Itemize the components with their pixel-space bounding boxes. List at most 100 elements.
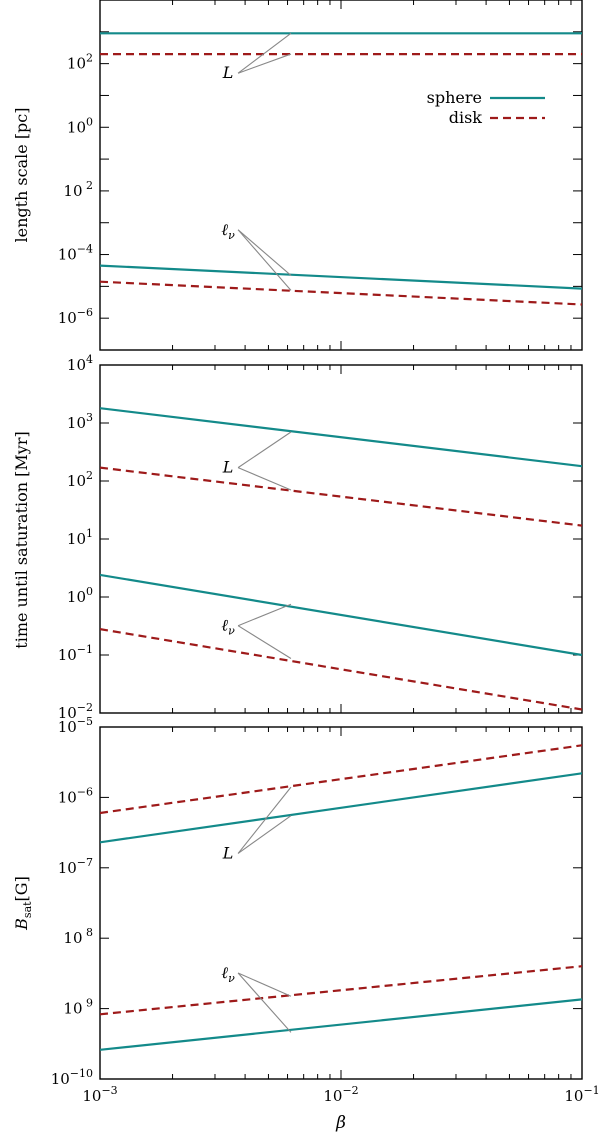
ytick-label-middle: 103	[67, 411, 93, 432]
ytick-label-bottom-exp: −6	[77, 785, 93, 798]
annotation-L-top: L	[222, 63, 234, 82]
ytick-label-middle-base: 10	[58, 646, 77, 664]
xtick-label-bottom: 10−2	[323, 1084, 358, 1105]
ylabel-middle: time until saturation [Myr]	[12, 431, 31, 648]
annotation-pointer-top	[237, 53, 292, 74]
series-disk-line-middle	[100, 466, 582, 527]
ytick-label-middle: 10−1	[58, 643, 93, 664]
ytick-label-top: 10−6	[58, 306, 93, 327]
ytick-label-top-base: 10	[67, 118, 86, 136]
panel-bottom-frame	[99, 726, 583, 1080]
ytick-label-top-exp: −6	[77, 306, 93, 319]
ylabel-top: length scale [pc]	[12, 107, 31, 242]
annotation-main: ℓ	[221, 616, 228, 635]
ytick-label-middle: 104	[67, 353, 93, 374]
ytick-label-bottom: 10−7	[58, 856, 93, 877]
ytick-label-middle-exp: −2	[77, 701, 93, 714]
ytick-label-middle-base: 10	[67, 530, 86, 548]
annotation-pointer-bottom	[237, 972, 292, 997]
ytick-label-middle: 101	[67, 527, 93, 548]
ytick-label-middle: 102	[67, 469, 93, 490]
series-disk-line-middle	[100, 628, 582, 711]
annotation-pointer-top	[237, 32, 292, 74]
series-disk-line-bottom	[100, 965, 582, 1016]
ytick-label-top-exp: 0	[86, 115, 93, 128]
xlabel: β	[335, 1113, 346, 1133]
xtick-label-bottom-base: 10	[564, 1087, 583, 1105]
ylabel-bottom-unit: [G]	[12, 876, 31, 901]
annotation-pointer-bottom	[237, 786, 292, 854]
annotation-main: ℓ	[221, 220, 228, 239]
annotation-sub: ν	[228, 625, 235, 638]
ytick-label-middle-base: 10	[67, 356, 86, 374]
ytick-label-bottom-exp: −7	[77, 856, 93, 869]
ytick-label-top-base: 10	[63, 182, 82, 200]
ytick-label-middle-exp: 4	[86, 353, 93, 366]
annotation-pointer-middle	[237, 431, 292, 469]
xtick-label-bottom-base: 10	[82, 1087, 101, 1105]
series-disk-line-bottom	[100, 744, 582, 815]
series-sphere-line-middle	[100, 407, 582, 468]
ytick-label-middle: 10−2	[58, 701, 93, 722]
xtick-label-bottom-base: 10	[323, 1087, 342, 1105]
annotation-pointer-middle	[237, 603, 292, 627]
ytick-label-middle: 100	[67, 585, 93, 606]
annotation-main: L	[222, 843, 234, 862]
annotation-L-bottom: L	[222, 843, 234, 862]
ytick-label-bottom: 10−5	[58, 715, 93, 736]
ytick-label-bottom-base: 10	[51, 1070, 70, 1088]
ytick-label-middle-base: 10	[67, 414, 86, 432]
legend-label-disk: disk	[449, 108, 483, 127]
annotation-sub: ν	[228, 972, 235, 985]
annotation-pointer-middle	[237, 625, 292, 659]
annotation-pointer-top	[237, 229, 292, 276]
ytick-label-bottom-base: 10	[63, 929, 82, 947]
annotation-L-middle: L	[222, 458, 234, 477]
ytick-label-bottom-base: 10	[58, 788, 77, 806]
series-sphere-line-middle	[100, 573, 582, 657]
annotation-main: L	[222, 63, 234, 82]
legend-label-sphere: sphere	[427, 88, 482, 107]
series-sphere-line-bottom	[100, 772, 582, 844]
annotation-lnu-top: ℓν	[221, 220, 235, 242]
ytick-label-bottom-exp: −10	[70, 1067, 93, 1080]
ytick-label-middle-exp: −1	[77, 643, 93, 656]
ytick-label-bottom: 10−6	[58, 785, 93, 806]
ytick-label-middle-exp: 3	[86, 411, 93, 424]
ytick-label-bottom: 10 8	[63, 926, 93, 947]
series-sphere-line-top	[100, 264, 582, 290]
ylabel-bottom-sub: sat	[21, 901, 34, 918]
ytick-label-middle-base: 10	[67, 588, 86, 606]
ytick-label-top: 102	[67, 52, 93, 73]
ytick-label-middle-exp: 0	[86, 585, 93, 598]
ytick-label-bottom-base: 10	[63, 1000, 82, 1018]
xtick-label-bottom: 10−1	[564, 1084, 599, 1105]
ytick-label-top-exp: 2	[86, 52, 93, 65]
annotation-pointer-middle	[237, 467, 292, 491]
xtick-label-bottom-exp: −2	[342, 1084, 358, 1097]
ytick-label-middle-base: 10	[58, 704, 77, 722]
annotation-lnu-middle: ℓν	[221, 616, 235, 638]
ytick-label-top: 10−4	[58, 243, 93, 264]
ytick-label-top-exp: 2	[83, 179, 94, 192]
legend: sphere disk	[427, 88, 545, 127]
ytick-label-bottom-base: 10	[58, 859, 77, 877]
xtick-label-bottom-exp: −3	[101, 1084, 117, 1097]
annotation-main: ℓ	[221, 963, 228, 982]
series-disk-line-top	[100, 280, 582, 306]
ytick-label-top-base: 10	[58, 246, 77, 264]
panel-top-frame	[99, 0, 583, 351]
xtick-label-bottom-exp: −1	[583, 1084, 599, 1097]
annotation-lnu-bottom: ℓν	[221, 963, 235, 985]
annotation-sub: ν	[228, 229, 235, 242]
ytick-label-bottom: 10−10	[51, 1067, 93, 1088]
ytick-label-top-base: 10	[67, 55, 86, 73]
ytick-label-top-exp: −4	[77, 243, 93, 256]
ytick-label-middle-exp: 2	[86, 469, 93, 482]
ytick-label-top: 100	[67, 115, 93, 136]
ytick-label-bottom-exp: 8	[83, 926, 94, 939]
